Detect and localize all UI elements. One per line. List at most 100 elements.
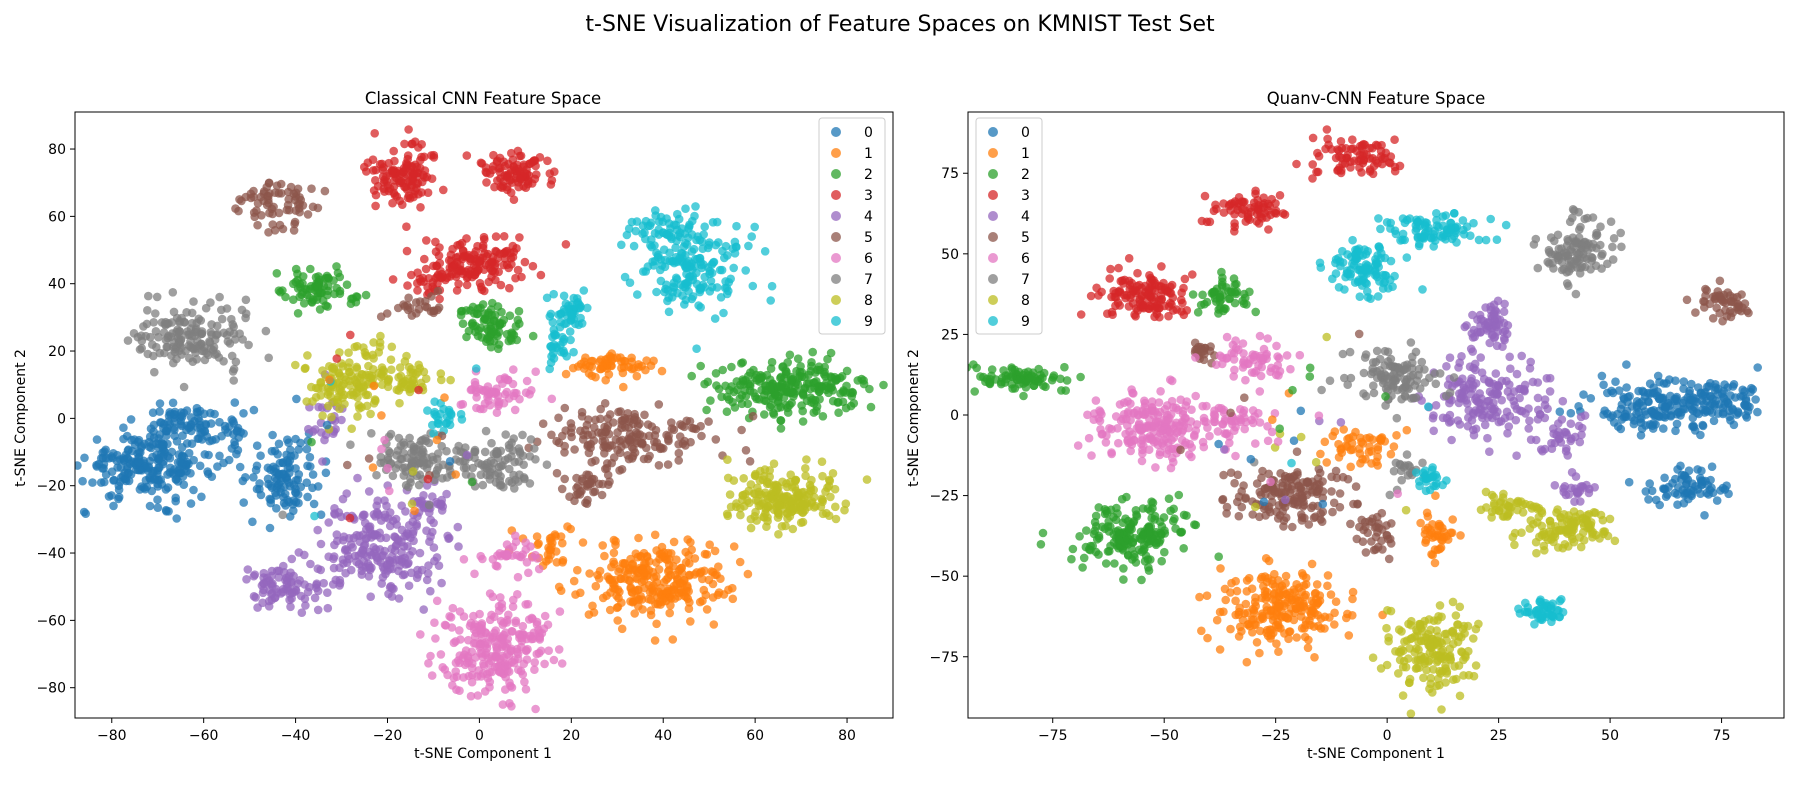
y-tick-label: −40 bbox=[36, 546, 66, 562]
scatter-point-class-1 bbox=[1232, 586, 1242, 596]
scatter-point-class-8 bbox=[387, 342, 397, 352]
scatter-point-class-8 bbox=[311, 383, 321, 393]
scatter-point-class-2 bbox=[512, 335, 522, 345]
scatter-point-class-8 bbox=[369, 365, 378, 374]
scatter-point-class-2 bbox=[1062, 376, 1072, 385]
scatter-point-class-4 bbox=[259, 579, 268, 588]
scatter-point-class-9 bbox=[766, 296, 775, 305]
scatter-point-class-3 bbox=[456, 265, 466, 275]
scatter-point-class-5 bbox=[274, 208, 284, 218]
scatter-point-class-7 bbox=[494, 453, 503, 463]
scatter-point-class-1 bbox=[609, 557, 618, 566]
scatter-point-class-3 bbox=[488, 252, 498, 262]
scatter-point-class-8 bbox=[782, 479, 791, 488]
scatter-point-class-5 bbox=[597, 428, 606, 438]
scatter-point-class-9 bbox=[732, 221, 741, 231]
scatter-point-class-5 bbox=[600, 449, 609, 458]
legend-marker-6 bbox=[831, 253, 841, 263]
scatter-point-class-1 bbox=[1297, 569, 1307, 578]
scatter-point-class-8 bbox=[750, 489, 760, 499]
scatter-point-class-2 bbox=[1193, 308, 1203, 317]
scatter-point-class-8 bbox=[362, 401, 372, 411]
scatter-point-class-1 bbox=[1255, 648, 1264, 658]
scatter-point-class-0 bbox=[80, 453, 89, 463]
scatter-point-class-5 bbox=[393, 303, 403, 313]
scatter-point-class-1 bbox=[1242, 576, 1252, 585]
scatter-point-class-2 bbox=[853, 376, 863, 385]
scatter-point-class-1 bbox=[683, 535, 692, 544]
scatter-point-class-9 bbox=[662, 280, 671, 290]
scatter-point-class-3 bbox=[520, 257, 530, 267]
scatter-point-class-1 bbox=[1260, 590, 1270, 599]
scatter-point-class-1 bbox=[1322, 458, 1331, 467]
scatter-point-class-9 bbox=[748, 281, 758, 291]
scatter-point-class-8 bbox=[817, 457, 827, 467]
scatter-point-class-4 bbox=[308, 427, 318, 436]
scatter-point-class-4 bbox=[412, 573, 422, 583]
scatter-point-class-4 bbox=[425, 537, 434, 546]
scatter-point-class-1 bbox=[709, 620, 719, 629]
scatter-point-class-8 bbox=[345, 358, 354, 367]
scatter-point-class-5 bbox=[298, 201, 308, 210]
scatter-point-class-0 bbox=[308, 470, 318, 479]
scatter-point-class-1 bbox=[1339, 425, 1348, 434]
scatter-point-class-9 bbox=[665, 231, 674, 241]
scatter-point-class-7 bbox=[424, 500, 434, 510]
scatter-point-class-4 bbox=[405, 550, 414, 560]
scatter-point-class-8 bbox=[366, 373, 376, 383]
scatter-point-class-0 bbox=[163, 483, 173, 492]
scatter-point-class-5 bbox=[688, 423, 697, 433]
scatter-point-class-8 bbox=[386, 355, 396, 365]
scatter-point-class-6 bbox=[511, 616, 521, 626]
scatter-point-class-8 bbox=[402, 351, 411, 361]
scatter-point-class-0 bbox=[187, 439, 197, 449]
scatter-point-class-6 bbox=[455, 626, 464, 635]
scatter-point-class-2 bbox=[1082, 526, 1091, 535]
scatter-point-class-5 bbox=[650, 431, 660, 440]
scatter-point-class-1 bbox=[1262, 628, 1271, 637]
scatter-point-class-4 bbox=[313, 564, 323, 573]
scatter-point-class-3 bbox=[389, 146, 399, 156]
scatter-point-class-0 bbox=[155, 399, 165, 408]
scatter-point-class-6 bbox=[540, 611, 550, 621]
scatter-point-class-8 bbox=[831, 514, 841, 524]
scatter-point-class-1 bbox=[1307, 559, 1317, 569]
scatter-point-class-2 bbox=[758, 372, 767, 381]
scatter-point-class-8 bbox=[816, 502, 826, 512]
scatter-point-class-1 bbox=[684, 604, 694, 613]
scatter-point-class-2 bbox=[766, 364, 776, 373]
scatter-point-class-4 bbox=[300, 550, 309, 560]
scatter-point-class-2 bbox=[298, 272, 308, 281]
scatter-point-class-6 bbox=[522, 376, 532, 386]
scatter-point-class-8 bbox=[347, 424, 357, 434]
scatter-point-class-7 bbox=[542, 460, 552, 470]
scatter-point-class-8 bbox=[359, 343, 368, 352]
scatter-point-class-4 bbox=[291, 586, 301, 595]
scatter-point-class-2 bbox=[776, 424, 786, 433]
scatter-point-class-2 bbox=[1060, 362, 1069, 372]
scatter-point-class-2 bbox=[1105, 546, 1114, 556]
scatter-point-class-1 bbox=[1402, 425, 1412, 435]
scatter-point-class-5 bbox=[663, 460, 673, 469]
scatter-point-class-4 bbox=[295, 576, 305, 585]
scatter-point-class-2 bbox=[783, 358, 792, 367]
scatter-point-class-0 bbox=[145, 501, 155, 511]
scatter-point-class-1 bbox=[576, 588, 585, 598]
scatter-point-class-0 bbox=[1724, 489, 1733, 499]
scatter-point-class-0 bbox=[263, 474, 273, 484]
scatter-point-class-5 bbox=[617, 435, 627, 445]
scatter-point-class-1 bbox=[1423, 512, 1433, 521]
scatter-point-class-4 bbox=[387, 552, 397, 561]
scatter-point-class-5 bbox=[617, 423, 626, 433]
scatter-point-class-2 bbox=[1214, 552, 1223, 561]
scatter-point-class-2 bbox=[289, 295, 298, 305]
scatter-point-class-1 bbox=[584, 610, 594, 619]
scatter-point-class-5 bbox=[560, 474, 569, 484]
scatter-point-class-1 bbox=[1330, 608, 1339, 618]
scatter-point-class-9 bbox=[575, 300, 584, 310]
scatter-point-class-7 bbox=[470, 453, 479, 463]
scatter-point-class-1 bbox=[547, 542, 556, 551]
scatter-point-class-0 bbox=[148, 408, 158, 418]
scatter-point-class-1 bbox=[561, 369, 571, 379]
scatter-point-class-7 bbox=[434, 463, 443, 472]
